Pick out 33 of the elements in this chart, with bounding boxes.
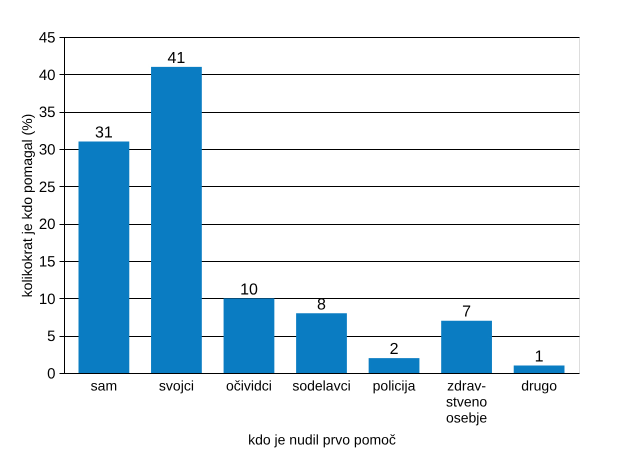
bar	[441, 320, 492, 373]
y-tick-label: 5	[47, 328, 56, 346]
x-tick-label: policija	[372, 378, 416, 394]
y-tick-label: 0	[47, 366, 56, 382]
bar	[224, 298, 274, 373]
x-tick-label: sam	[90, 378, 118, 394]
y-tick-label: 35	[38, 104, 56, 122]
x-tick-label: zdrav- stveno osebje	[446, 378, 488, 426]
bar	[151, 66, 202, 373]
data-label: 1	[534, 348, 544, 366]
y-tick-label: 45	[38, 30, 56, 46]
data-label: 8	[317, 296, 326, 314]
data-label: 7	[462, 304, 472, 321]
data-label: 41	[168, 50, 186, 67]
y-tick-label: 25	[38, 178, 56, 196]
bar	[514, 366, 564, 373]
data-label: 10	[240, 281, 258, 298]
x-tick-label: svojci	[158, 378, 194, 394]
bar	[78, 142, 130, 373]
x-axis-title: kdo je nudil prvo pomoč	[248, 432, 396, 448]
x-tick-label: drugo	[521, 378, 558, 394]
data-label: 31	[94, 124, 113, 142]
y-tick-label: 20	[38, 216, 56, 234]
bar	[368, 358, 420, 373]
y-axis-title: kolikokrat je kdo pomagal (%)	[18, 114, 35, 298]
y-tick-label: 15	[38, 254, 56, 270]
x-tick-label: očividci	[226, 378, 272, 394]
bar	[296, 313, 347, 373]
y-tick-label: 10	[38, 290, 56, 308]
data-label: 2	[390, 341, 399, 358]
y-tick-label: 40	[38, 66, 56, 84]
y-tick-label: 30	[38, 142, 56, 158]
x-tick-label: sodelavci	[292, 378, 351, 394]
